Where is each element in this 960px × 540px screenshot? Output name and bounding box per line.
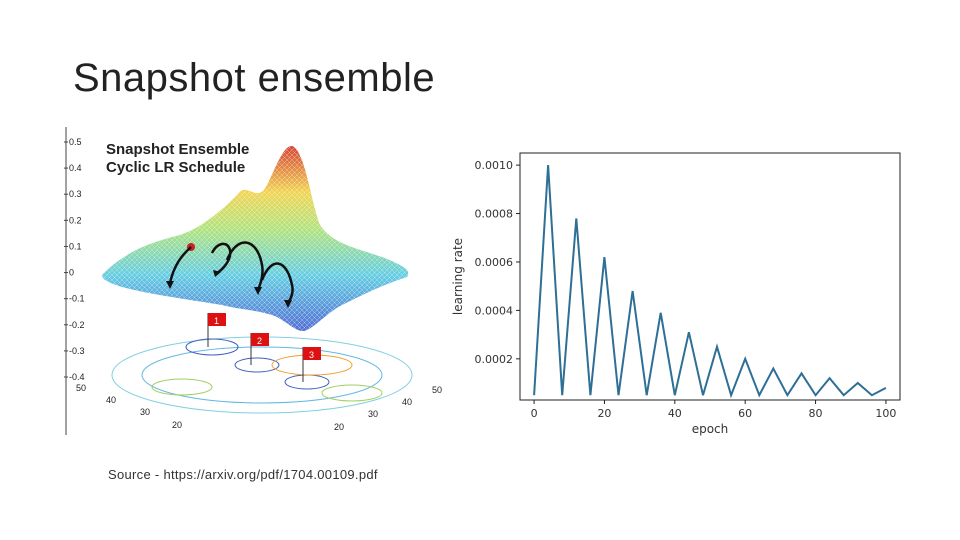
source-citation: Source - https://arxiv.org/pdf/1704.0010…: [108, 467, 378, 482]
trajectory-arrows: [168, 241, 294, 304]
right-axis-tick: 50: [432, 385, 442, 395]
left-axis-tick: 40: [106, 395, 116, 405]
snapshot-flags: 1 2 3: [207, 313, 321, 382]
figure-3d-title-line2: Cyclic LR Schedule: [106, 159, 245, 176]
x-tick-label: 0: [531, 407, 538, 420]
z-axis-tick: 0.2: [69, 215, 82, 225]
loss-surface-svg: 0.5 0.4 0.3 0.2 0.1 0 -0.1 -0.2 -0.3 -0.4: [64, 127, 442, 435]
right-axis-tick: 40: [402, 397, 412, 407]
left-axis-tick: 30: [140, 407, 150, 417]
contour-base: [111, 336, 413, 414]
y-axis-label: learning rate: [451, 238, 465, 315]
y-tick-label: 0.0002: [475, 353, 514, 366]
flag-label: 3: [309, 350, 314, 360]
arrow-heads: [166, 270, 292, 308]
x-tick-label: 60: [738, 407, 752, 420]
y-tick-label: 0.0008: [475, 208, 514, 221]
surface-mesh: [102, 145, 409, 332]
x-tick-label: 20: [597, 407, 611, 420]
z-axis-tick: -0.3: [69, 346, 85, 356]
x-tick-label: 80: [809, 407, 823, 420]
slide-title: Snapshot ensemble: [73, 56, 436, 100]
z-axis-tick: 0: [69, 268, 74, 278]
x-tick-label: 100: [875, 407, 896, 420]
plot-frame: [519, 152, 901, 401]
right-axis-tick: 30: [368, 409, 378, 419]
y-tick-label: 0.0010: [475, 159, 514, 172]
x-axis-label: epoch: [692, 422, 729, 436]
loss-surface-figure: 0.5 0.4 0.3 0.2 0.1 0 -0.1 -0.2 -0.3 -0.4: [62, 125, 442, 437]
z-axis-tick: 0.3: [69, 189, 82, 199]
z-axis-tick: -0.1: [69, 294, 85, 304]
flag-label: 1: [214, 316, 219, 326]
x-tick-label: 40: [668, 407, 682, 420]
figure-3d-title-line1: Snapshot Ensemble: [106, 141, 249, 158]
lr-chart: 0 20 40 60 80 100 0.0002 0.0004 0.0006 0.0008 0.00…: [450, 143, 910, 438]
left-axis-tick: 20: [172, 420, 182, 430]
left-axis-tick: 50: [76, 383, 86, 393]
z-axis-tick: -0.4: [69, 372, 85, 382]
lr-chart-svg: 0 20 40 60 80 100 0.0002 0.0004 0.0006 0.0008 0.00…: [451, 152, 901, 436]
z-axis-tick: 0.1: [69, 241, 82, 251]
y-tick-label: 0.0006: [475, 256, 514, 269]
z-axis-tick: 0.5: [69, 137, 82, 147]
flag-label: 2: [257, 336, 262, 346]
z-axis-tick: 0.4: [69, 163, 82, 173]
lr-series-line: [533, 165, 887, 399]
z-axis-tick: -0.2: [69, 320, 85, 330]
y-tick-label: 0.0004: [475, 304, 514, 317]
right-axis-tick: 20: [334, 422, 344, 432]
